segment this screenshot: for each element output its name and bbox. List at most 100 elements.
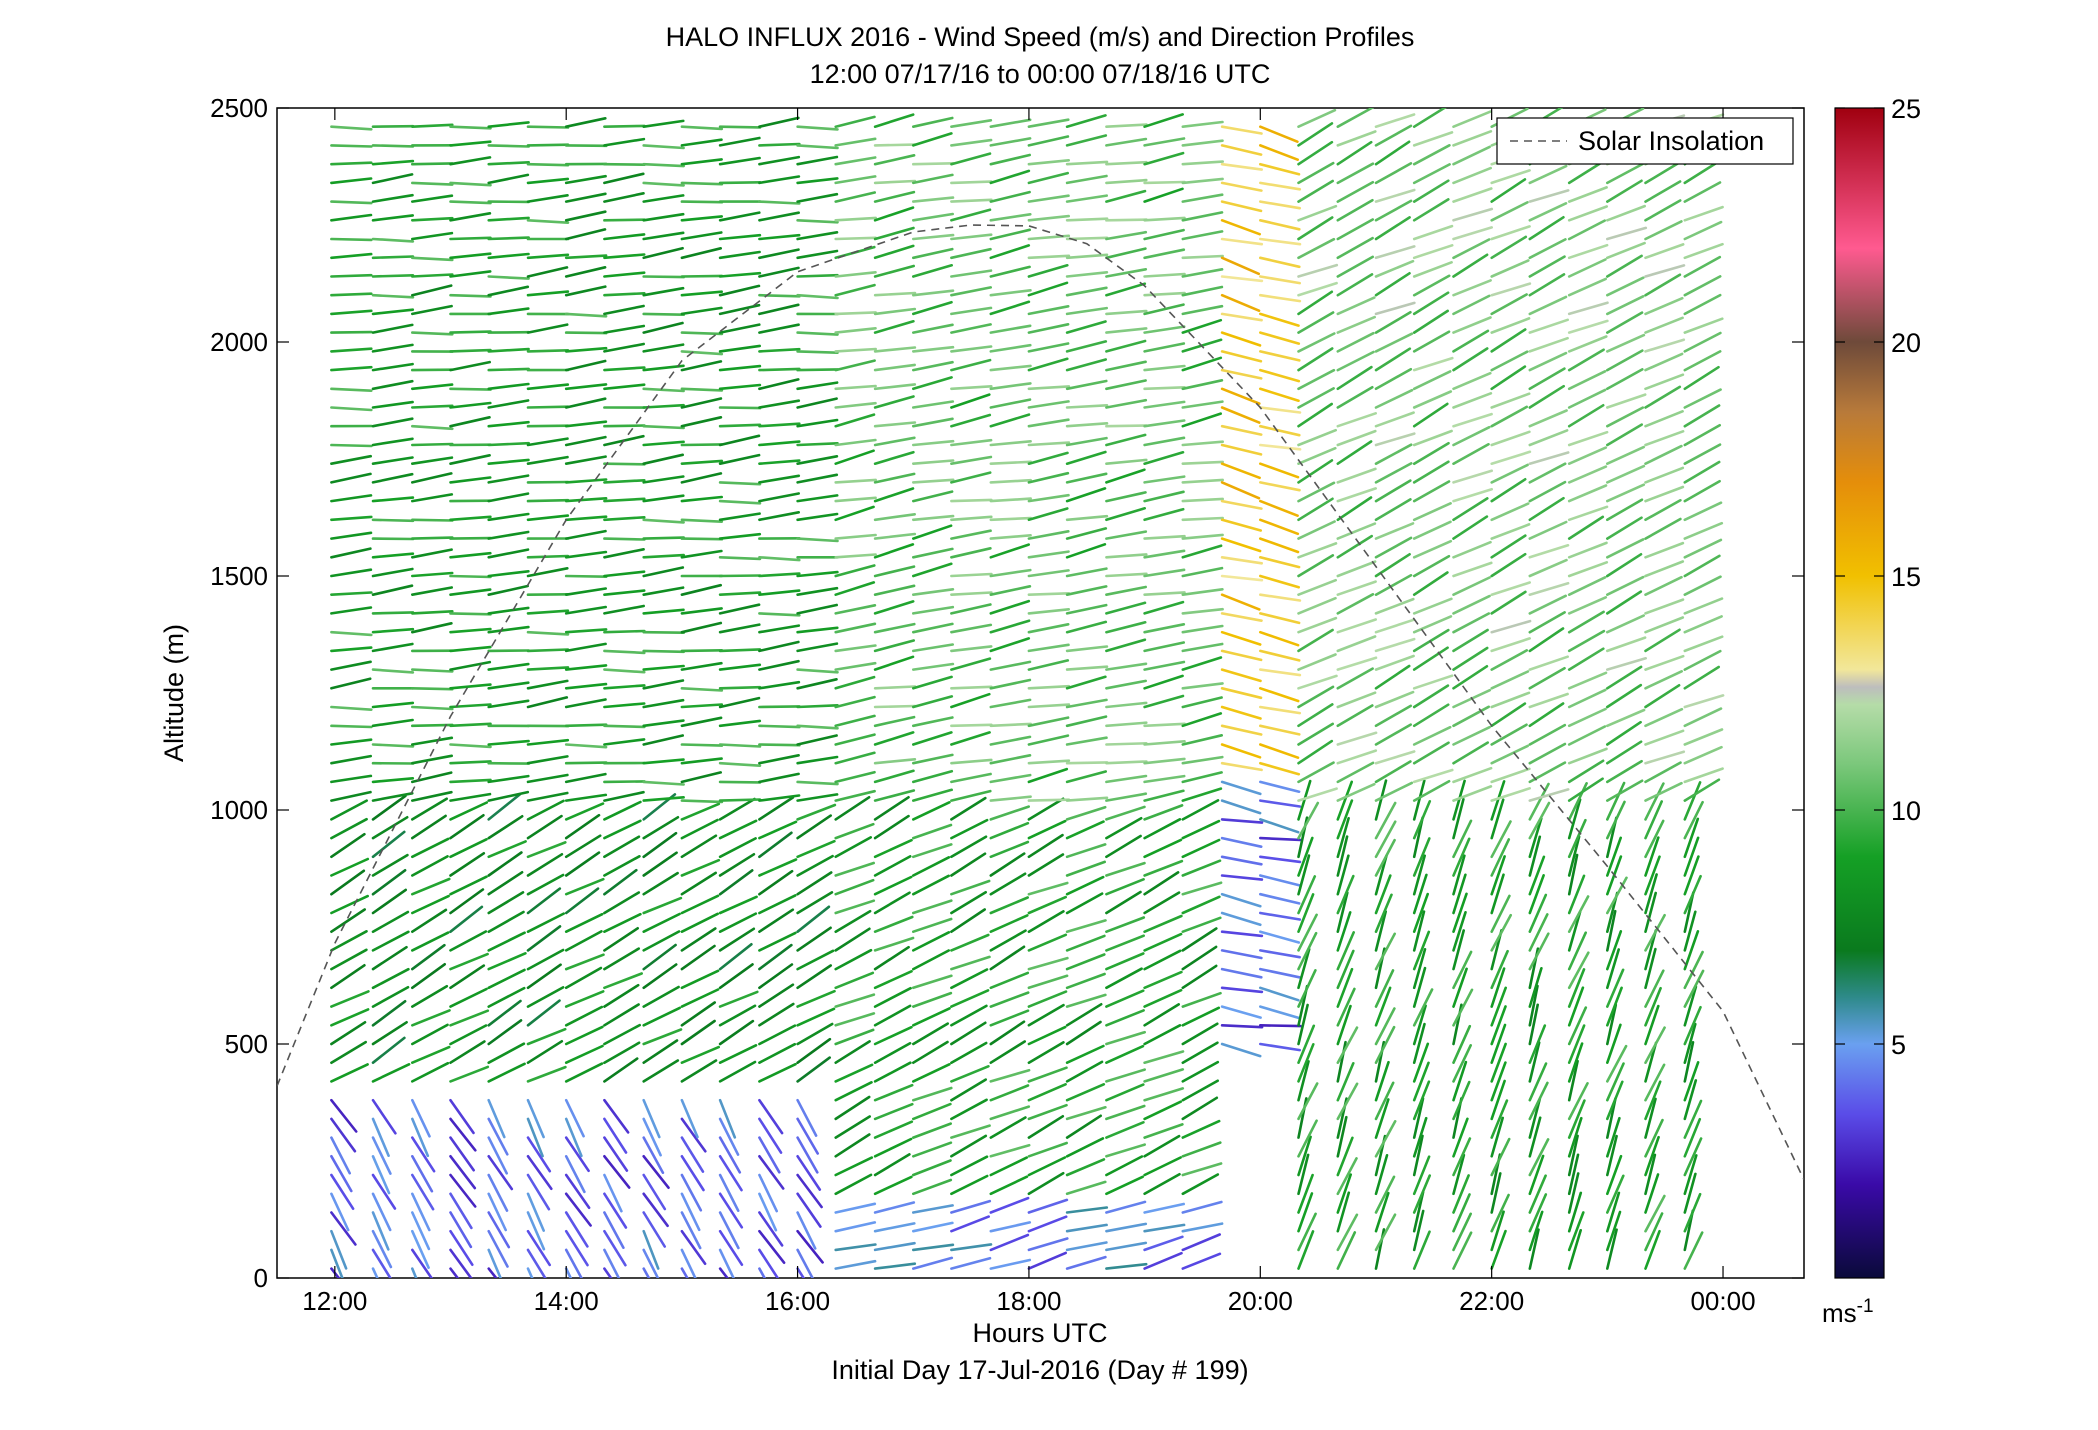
wind-barb bbox=[412, 333, 452, 335]
wind-barb bbox=[331, 294, 371, 296]
wind-barb bbox=[1260, 1025, 1300, 1026]
y-axis-label: Altitude (m) bbox=[159, 624, 189, 762]
wind-barb bbox=[1067, 219, 1107, 221]
wind-barb bbox=[644, 277, 684, 278]
wind-barb bbox=[720, 482, 760, 484]
plot-area bbox=[277, 108, 1804, 1278]
wind-barb bbox=[1183, 256, 1223, 258]
wind-barb bbox=[489, 369, 529, 370]
wind-barb bbox=[1029, 800, 1069, 801]
wind-barb bbox=[759, 706, 799, 707]
wind-barb bbox=[331, 145, 371, 146]
wind-barb bbox=[373, 275, 413, 276]
wind-barb bbox=[373, 520, 413, 521]
wind-barb bbox=[373, 145, 413, 146]
wind-barb bbox=[720, 800, 760, 801]
wind-barb bbox=[1145, 182, 1185, 183]
x-tick-label: 18:00 bbox=[996, 1286, 1061, 1316]
wind-barb bbox=[451, 576, 491, 577]
wind-barb bbox=[798, 369, 838, 370]
wind-barb bbox=[682, 801, 722, 802]
wind-barb bbox=[331, 726, 371, 727]
wind-barb bbox=[451, 202, 491, 204]
wind-barb bbox=[451, 332, 491, 333]
y-tick-label: 500 bbox=[225, 1029, 268, 1059]
wind-barb bbox=[451, 389, 491, 390]
wind-barb bbox=[682, 333, 722, 334]
wind-barb bbox=[682, 650, 722, 651]
wind-barb bbox=[451, 761, 491, 763]
wind-barb bbox=[566, 725, 606, 726]
wind-barb bbox=[682, 183, 722, 184]
wind-barb bbox=[604, 164, 644, 165]
chart-subtitle: 12:00 07/17/16 to 00:00 07/18/16 UTC bbox=[810, 59, 1271, 89]
wind-barb bbox=[875, 706, 915, 707]
wind-barb bbox=[373, 257, 413, 258]
wind-barb bbox=[604, 781, 644, 782]
wind-barb bbox=[566, 333, 606, 334]
wind-barb bbox=[604, 631, 644, 632]
colorbar-unit: ms-1 bbox=[1822, 1296, 1874, 1328]
wind-barb bbox=[875, 687, 915, 689]
wind-barb bbox=[798, 275, 838, 276]
colorbar-tick-label: 20 bbox=[1891, 328, 1921, 358]
wind-barb bbox=[644, 632, 684, 633]
wind-barb bbox=[1029, 593, 1069, 594]
wind-barb bbox=[331, 445, 371, 446]
wind-barb bbox=[798, 351, 838, 352]
wind-barb bbox=[682, 745, 722, 746]
wind-barb bbox=[566, 576, 606, 577]
wind-barb bbox=[1145, 387, 1185, 389]
wind-barb bbox=[604, 464, 644, 465]
wind-barb bbox=[489, 145, 529, 146]
wind-barb bbox=[1183, 462, 1223, 464]
wind-barb bbox=[644, 538, 684, 539]
y-tick-label: 0 bbox=[254, 1263, 268, 1293]
wind-barb bbox=[836, 312, 876, 314]
wind-barb bbox=[682, 276, 722, 277]
wind-barb bbox=[951, 500, 991, 501]
wind-barb bbox=[913, 163, 953, 164]
wind-barb bbox=[451, 613, 491, 614]
wind-barb bbox=[720, 687, 760, 688]
wind-barb bbox=[720, 782, 760, 783]
wind-barb bbox=[951, 182, 991, 183]
wind-barb bbox=[331, 202, 371, 204]
wind-barb bbox=[412, 520, 452, 521]
wind-barb bbox=[644, 314, 684, 315]
wind-barb bbox=[720, 182, 760, 183]
colorbar-tick-label: 5 bbox=[1891, 1030, 1906, 1060]
x-axis-label: Hours UTC bbox=[972, 1318, 1107, 1348]
legend-label: Solar Insolation bbox=[1578, 126, 1764, 156]
wind-barb bbox=[604, 539, 644, 540]
wind-barb bbox=[1260, 838, 1300, 840]
wind-barb bbox=[412, 183, 452, 185]
wind-barb bbox=[682, 202, 722, 203]
wind-barb bbox=[759, 369, 799, 370]
wind-barb bbox=[528, 650, 568, 651]
wind-barb bbox=[951, 725, 991, 726]
colorbar-gradient bbox=[1835, 108, 1884, 1278]
wind-barb bbox=[720, 127, 760, 128]
wind-barb bbox=[1067, 762, 1107, 763]
colorbar-tick-label: 15 bbox=[1891, 562, 1921, 592]
wind-barb bbox=[489, 238, 529, 239]
wind-barb bbox=[489, 443, 529, 445]
wind-barb bbox=[528, 145, 568, 146]
wind-barb bbox=[720, 576, 760, 577]
wind-barb bbox=[759, 745, 799, 746]
y-tick-label: 1000 bbox=[210, 795, 268, 825]
wind-barb bbox=[528, 164, 568, 165]
wind-barb bbox=[412, 406, 452, 408]
y-tick-label: 2000 bbox=[210, 327, 268, 357]
wind-barb bbox=[1106, 743, 1146, 744]
wind-barb bbox=[682, 389, 722, 391]
wind-barb bbox=[604, 220, 644, 221]
wind-barb bbox=[566, 763, 606, 764]
wind-barb bbox=[951, 200, 991, 202]
x-tick-label: 22:00 bbox=[1459, 1286, 1524, 1316]
wind-barb bbox=[331, 332, 371, 333]
